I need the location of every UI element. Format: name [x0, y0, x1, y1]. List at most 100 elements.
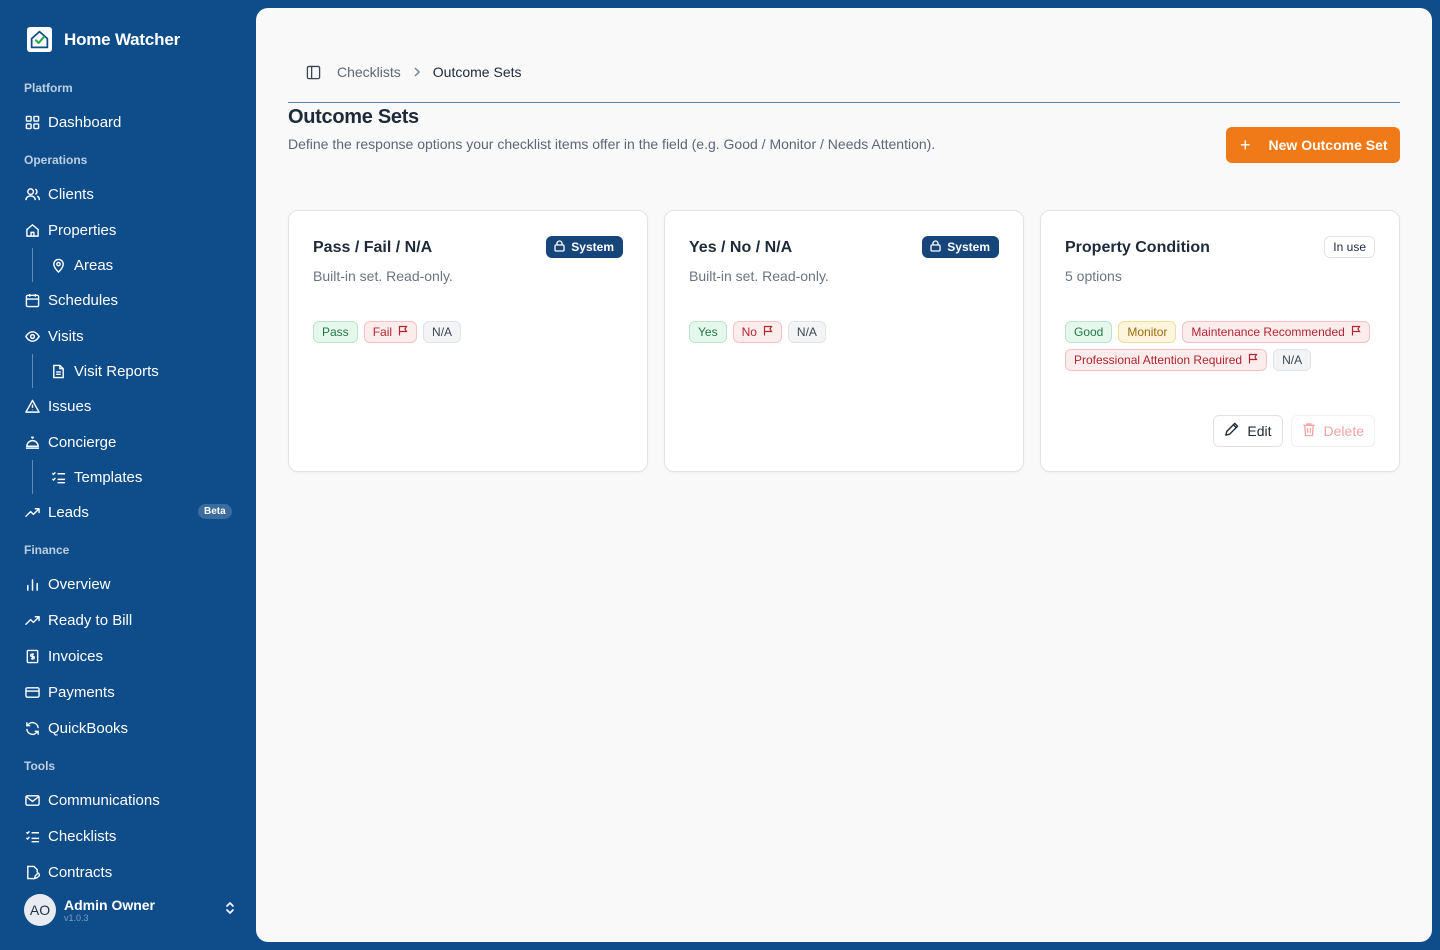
plus-icon: + [1240, 135, 1251, 155]
divider [288, 102, 1400, 103]
sidebar-item-visits[interactable]: Visits [0, 318, 256, 354]
outcome-set-list: Pass / Fail / N/A System Built-in set. R… [288, 210, 1400, 472]
sidebar-item-contracts[interactable]: Contracts [0, 854, 256, 880]
card-subtitle: 5 options [1065, 268, 1122, 284]
new-outcome-set-label: New Outcome Set [1268, 137, 1388, 153]
sidebar-item-label: Payments [48, 683, 115, 701]
sidebar-item-templates[interactable]: Templates [0, 460, 256, 494]
chip-label: Yes [698, 325, 718, 339]
system-badge: System [546, 236, 623, 258]
chip-label: Professional Attention Required [1074, 353, 1243, 367]
sidebar-item-ready-to-bill[interactable]: Ready to Bill [0, 602, 256, 638]
file-edit-icon [24, 864, 40, 880]
list-checks-icon [24, 828, 40, 844]
user-name: Admin Owner [64, 897, 156, 913]
chip-label: N/A [432, 325, 453, 339]
chip-label: Maintenance Recommended [1191, 325, 1345, 339]
chip-label: N/A [1282, 353, 1303, 367]
map-pin-icon [50, 257, 66, 273]
chevrons-up-down-icon [224, 901, 236, 920]
sidebar-item-label: Ready to Bill [48, 611, 133, 629]
outcome-chip: No [732, 321, 782, 343]
sidebar-item-clients[interactable]: Clients [0, 176, 256, 212]
nav-group-operations: Operations [24, 153, 88, 167]
subnav-line [32, 354, 33, 388]
sidebar-item-schedules[interactable]: Schedules [0, 282, 256, 318]
outcome-set-card[interactable]: Yes / No / N/A System Built-in set. Read… [664, 210, 1024, 472]
outcome-chips: Yes No N/A [689, 321, 999, 343]
chip-label: N/A [796, 325, 817, 339]
sidebar-item-concierge[interactable]: Concierge [0, 424, 256, 460]
nav-group-tools: Tools [24, 759, 56, 773]
system-badge: System [922, 236, 999, 258]
breadcrumb-current: Outcome Sets [432, 64, 522, 80]
trending-up-icon [24, 612, 40, 628]
sidebar-item-label: Properties [48, 221, 117, 239]
outcome-chip: N/A [423, 321, 462, 343]
credit-card-icon [24, 684, 40, 700]
new-outcome-set-button[interactable]: + New Outcome Set [1226, 127, 1400, 163]
refresh-icon [24, 720, 40, 736]
outcome-chip: Professional Attention Required [1065, 349, 1268, 371]
card-actions: Edit Delete [1213, 415, 1375, 447]
sidebar-item-checklists[interactable]: Checklists [0, 818, 256, 854]
nav-group-finance: Finance [24, 543, 70, 557]
sidebar: Home Watcher Platform Dashboard Operatio… [0, 0, 256, 950]
sidebar-item-label: QuickBooks [48, 719, 129, 737]
sidebar-item-label: Leads [48, 503, 89, 521]
sidebar-item-label: Dashboard [48, 113, 122, 131]
outcome-set-card[interactable]: Pass / Fail / N/A System Built-in set. R… [288, 210, 648, 472]
sidebar-item-leads[interactable]: Leads Beta [0, 494, 256, 530]
avatar: AO [24, 894, 56, 926]
sidebar-item-label: Clients [48, 185, 94, 203]
sidebar-item-label: Invoices [48, 647, 104, 665]
sidebar-item-properties[interactable]: Properties [0, 212, 256, 248]
flag-icon [398, 325, 408, 339]
card-subtitle: Built-in set. Read-only. [689, 268, 829, 284]
sidebar-item-label: Areas [74, 256, 114, 274]
card-subtitle: Built-in set. Read-only. [313, 268, 453, 284]
sidebar-toggle-icon[interactable] [306, 65, 321, 80]
chip-label: Monitor [1127, 325, 1168, 339]
sidebar-item-label: Visit Reports [74, 362, 159, 380]
calendar-icon [24, 292, 40, 308]
chevron-right-icon [413, 67, 421, 77]
mail-icon [24, 792, 40, 808]
outcome-chips: Good Monitor Maintenance Recommended Pro… [1065, 321, 1375, 371]
breadcrumb-checklists[interactable]: Checklists [337, 64, 401, 80]
outcome-set-card[interactable]: Property Condition In use 5 options Good… [1040, 210, 1400, 472]
outcome-chip: Fail [363, 321, 418, 343]
sidebar-item-areas[interactable]: Areas [0, 248, 256, 282]
brand[interactable]: Home Watcher [27, 27, 180, 52]
lock-icon [930, 239, 941, 255]
nav-group-platform: Platform [24, 81, 73, 95]
sidebar-item-issues[interactable]: Issues [0, 388, 256, 424]
sidebar-item-dashboard[interactable]: Dashboard [0, 104, 256, 140]
in-use-badge: In use [1324, 236, 1375, 258]
sidebar-item-quickbooks[interactable]: QuickBooks [0, 710, 256, 746]
flag-icon [1351, 325, 1361, 339]
sidebar-item-label: Communications [48, 791, 160, 809]
delete-label: Delete [1323, 423, 1364, 439]
page-description: Define the response options your checkli… [288, 136, 936, 152]
concierge-bell-icon [24, 434, 40, 450]
grid-icon [24, 114, 40, 130]
card-title: Yes / No / N/A [689, 239, 793, 256]
sidebar-item-label: Contracts [48, 863, 113, 881]
edit-button[interactable]: Edit [1213, 415, 1283, 447]
sidebar-item-visit-reports[interactable]: Visit Reports [0, 354, 256, 388]
lock-icon [554, 239, 565, 255]
users-icon [24, 186, 40, 202]
outcome-chip: Pass [313, 321, 358, 343]
sidebar-item-communications[interactable]: Communications [0, 782, 256, 818]
sidebar-item-invoices[interactable]: Invoices [0, 638, 256, 674]
delete-button[interactable]: Delete [1290, 415, 1375, 447]
sidebar-item-overview[interactable]: Overview [0, 566, 256, 602]
user-menu[interactable]: AO Admin Owner v1.0.3 [24, 894, 236, 926]
main-panel: Checklists Outcome Sets Outcome Sets Def… [256, 8, 1432, 942]
flag-icon [1248, 353, 1258, 367]
chip-label: Fail [372, 325, 393, 339]
sidebar-item-payments[interactable]: Payments [0, 674, 256, 710]
invoice-icon [24, 648, 40, 664]
trending-up-icon [24, 504, 40, 520]
